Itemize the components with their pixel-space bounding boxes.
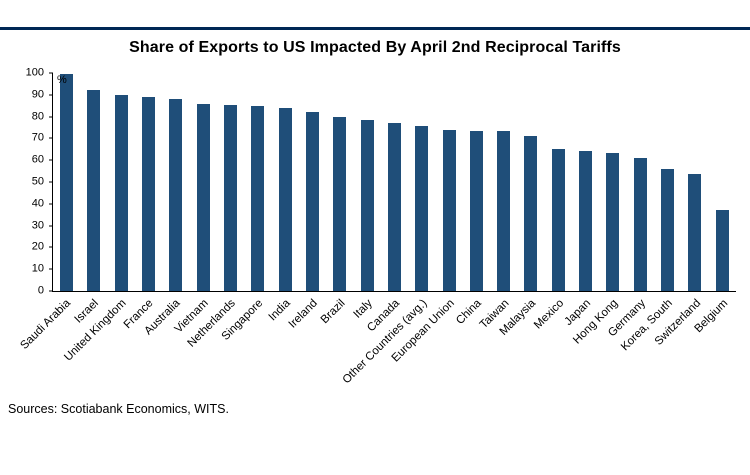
y-tick-mark-100 — [49, 72, 53, 74]
y-tick-mark-0 — [49, 290, 53, 292]
bar-germany — [633, 158, 647, 291]
y-tick-label-0: 0 — [37, 284, 44, 297]
bar-saudi-arabia — [60, 74, 74, 291]
bar-france — [142, 96, 156, 291]
y-tick-label-60: 60 — [31, 153, 44, 166]
bar-taiwan — [497, 130, 511, 291]
y-tick-mark-80 — [49, 116, 53, 118]
plot-area: % 0 10 20 30 40 50 60 70 80 90 100 — [26, 67, 736, 296]
bar-italy — [360, 119, 374, 291]
bar-belgium — [715, 210, 729, 291]
bar-korea-south — [661, 168, 675, 291]
y-tick-mark-60 — [49, 159, 53, 161]
y-axis-unit-label: % — [57, 74, 67, 86]
y-tick-mark-20 — [49, 246, 53, 248]
bar-japan — [579, 151, 593, 291]
y-tick-mark-70 — [49, 137, 53, 139]
y-tick-label-80: 80 — [31, 110, 44, 123]
bar-vietnam — [196, 103, 210, 291]
bar-ireland — [305, 112, 319, 291]
bar-brazil — [333, 116, 347, 291]
y-tick-label-10: 10 — [31, 262, 44, 275]
bar-singapore — [251, 105, 265, 291]
y-tick-mark-90 — [49, 94, 53, 96]
y-tick-label-20: 20 — [31, 240, 44, 253]
bar-malaysia — [524, 136, 538, 291]
y-tick-label-50: 50 — [31, 175, 44, 188]
bar-other-countries-avg — [415, 126, 429, 291]
x-tick-label-saudi-arabia: Saudi Arabia — [18, 297, 74, 352]
y-tick-label-90: 90 — [31, 88, 44, 101]
y-tick-mark-30 — [49, 225, 53, 227]
bar-switzerland — [688, 174, 702, 291]
bar-canada — [387, 123, 401, 291]
bar-chart: % 0 10 20 30 40 50 60 70 80 90 100 Saudi Arabia Isr… — [19, 67, 736, 398]
bar-netherlands — [224, 104, 238, 291]
y-tick-label-100: 100 — [25, 66, 44, 79]
bar-china — [469, 130, 483, 291]
y-tick-label-30: 30 — [31, 219, 44, 232]
x-tick-label-mexico: Mexico — [531, 297, 566, 332]
bar-european-union — [442, 129, 456, 291]
sources-note: Sources: Scotiabank Economics, WITS. — [8, 402, 229, 416]
x-axis-labels: Saudi Arabia Israel United Kingdom France Au… — [19, 292, 736, 398]
bar-australia — [169, 99, 183, 291]
bar-israel — [87, 90, 101, 291]
bar-mexico — [551, 149, 565, 291]
y-tick-mark-50 — [49, 181, 53, 183]
bar-united-kingdom — [114, 94, 128, 291]
x-tick-label-ireland: Ireland — [286, 297, 320, 331]
bar-india — [278, 107, 292, 291]
y-tick-mark-10 — [49, 268, 53, 270]
x-tick-label-brazil: Brazil — [318, 297, 348, 327]
top-accent-rule — [0, 27, 750, 30]
bar-hong-kong — [606, 152, 620, 291]
y-tick-label-70: 70 — [31, 131, 44, 144]
y-tick-mark-40 — [49, 203, 53, 205]
chart-title: Share of Exports to US Impacted By April… — [129, 39, 621, 56]
y-tick-label-40: 40 — [31, 197, 44, 210]
